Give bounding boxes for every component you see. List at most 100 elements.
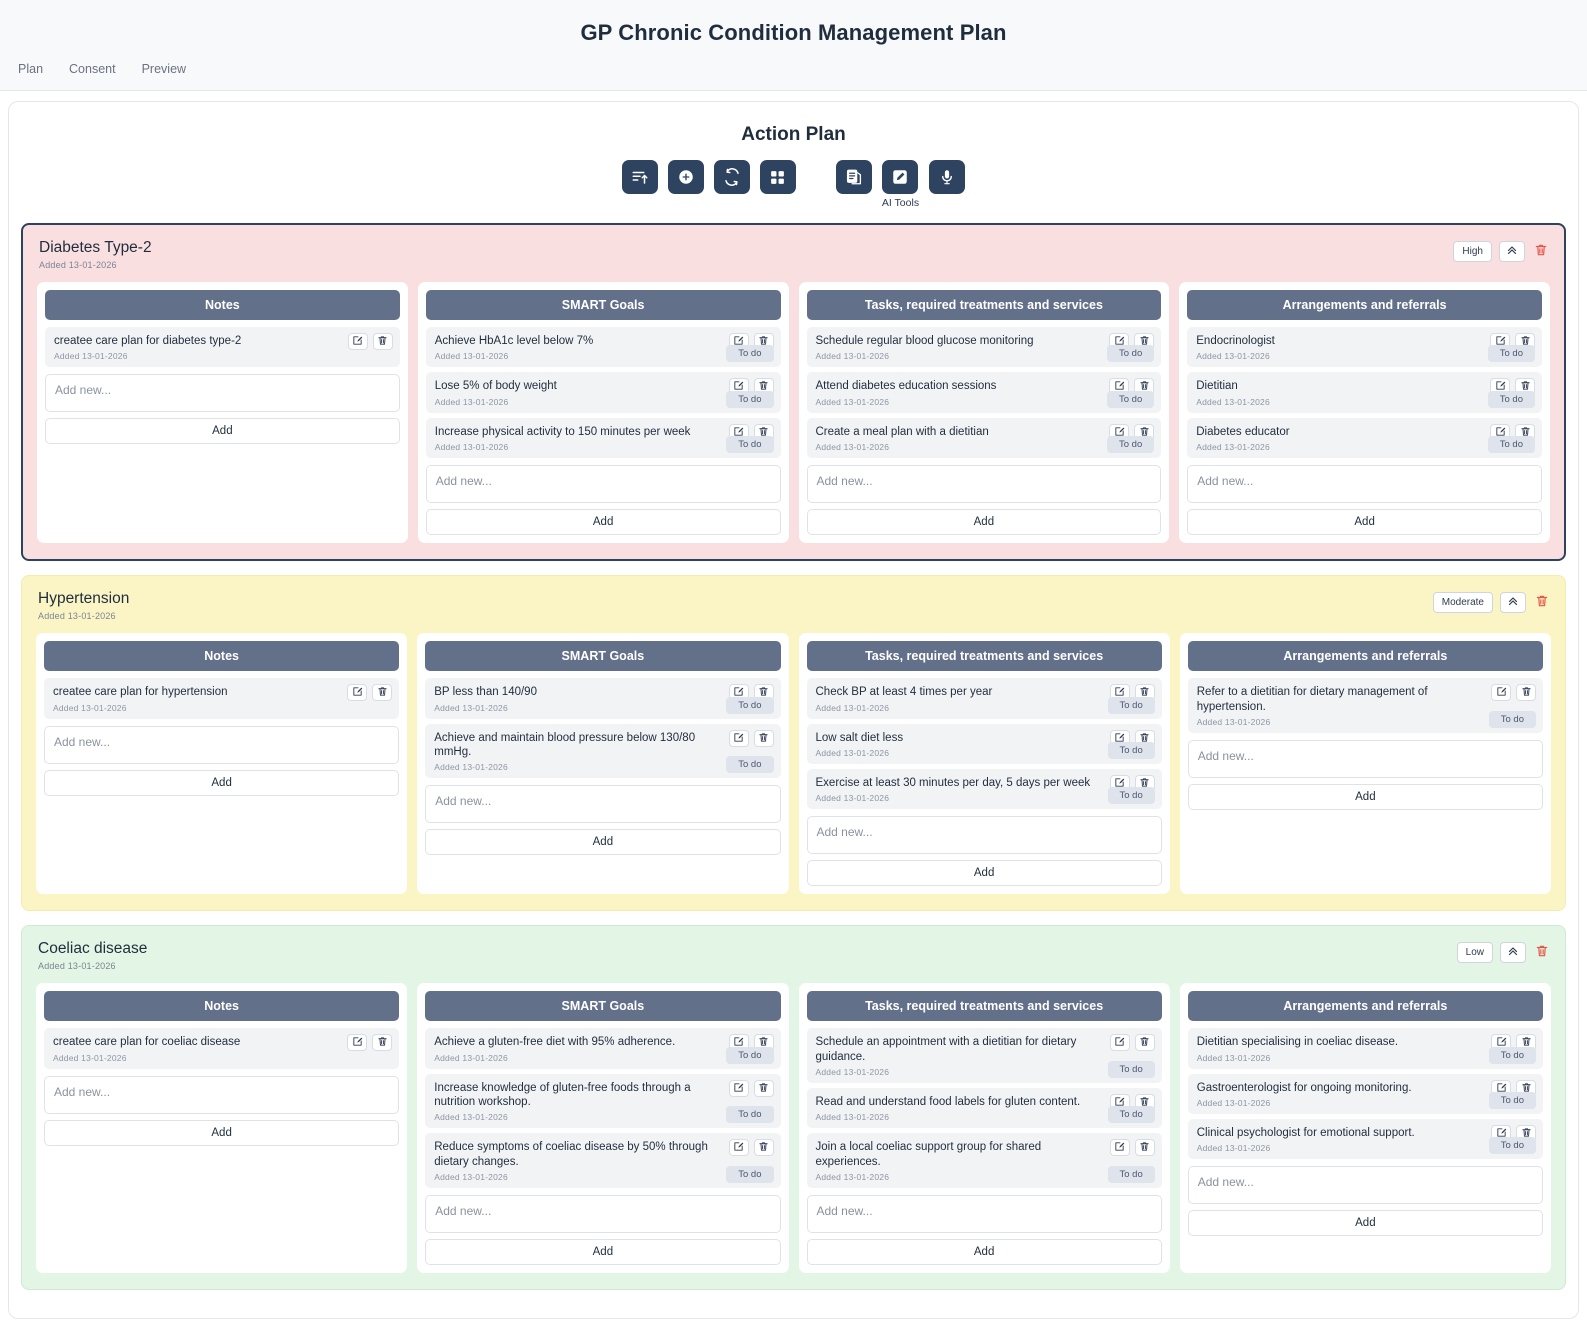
edit-item-button[interactable] — [347, 333, 368, 350]
condition-actions: Low — [1456, 938, 1551, 964]
priority-badge[interactable]: Moderate — [1432, 592, 1493, 614]
add-button[interactable]: Add — [806, 1239, 1162, 1266]
trash-icon — [377, 685, 388, 700]
delete-item-button[interactable] — [753, 729, 774, 747]
add-button[interactable]: Add — [1187, 509, 1542, 536]
add-new-input[interactable]: Add new... — [425, 465, 781, 504]
status-badge[interactable]: To do — [1107, 1061, 1155, 1078]
status-badge[interactable]: To do — [1107, 390, 1155, 408]
status-badge[interactable]: To do — [726, 1106, 774, 1124]
add-new-input[interactable]: Add new... — [806, 1195, 1162, 1234]
add-button[interactable]: Add — [425, 509, 781, 536]
trash-icon — [1520, 334, 1531, 349]
add-button[interactable]: Add — [806, 860, 1162, 887]
status-badge[interactable]: To do — [1107, 1106, 1155, 1124]
priority-badge[interactable]: Low — [1456, 942, 1493, 964]
delete-item-button[interactable] — [753, 1079, 774, 1097]
add-new-input[interactable]: Add new... — [425, 785, 781, 824]
status-badge[interactable]: To do — [1487, 436, 1535, 454]
priority-badge[interactable]: High — [1453, 241, 1492, 262]
delete-condition-button[interactable] — [1533, 594, 1551, 611]
add-button[interactable]: Add — [425, 1239, 781, 1266]
status-badge[interactable]: To do — [1487, 345, 1535, 363]
status-badge[interactable]: To do — [1107, 787, 1155, 805]
edit-item-button[interactable] — [1491, 684, 1511, 702]
conditions-list: Diabetes Type-2 Added 13-01-2026 High Notes… — [21, 223, 1566, 1291]
add-new-input[interactable]: Add new... — [806, 465, 1162, 504]
item-controls — [728, 1139, 774, 1157]
edit-item-button[interactable] — [1109, 1139, 1130, 1157]
edit-item-button[interactable] — [347, 1034, 368, 1052]
add-new-input[interactable]: Add new... — [425, 1195, 781, 1234]
add-new-input[interactable]: Add new... — [806, 816, 1162, 855]
collapse-section-button[interactable] — [1499, 241, 1525, 262]
delete-item-button[interactable] — [372, 1034, 393, 1052]
condition-section-coeliac: Coeliac disease Added 13-01-2026 Low Notes c… — [21, 925, 1566, 1291]
status-badge[interactable]: To do — [726, 1046, 774, 1064]
nav-item-plan[interactable]: Plan — [18, 62, 44, 76]
delete-item-button[interactable] — [1134, 1034, 1155, 1052]
add-button[interactable]: Add — [44, 769, 400, 796]
list-upload-button[interactable] — [621, 160, 658, 194]
add-new-input[interactable]: Add new... — [45, 374, 400, 413]
microphone-button[interactable] — [929, 160, 966, 194]
edit-item-button[interactable] — [347, 684, 368, 702]
item-added-date: Added 13-01-2026 — [815, 442, 890, 453]
add-button[interactable]: Add — [425, 829, 781, 856]
nav-item-consent[interactable]: Consent — [69, 62, 116, 76]
edit-item-button[interactable] — [1109, 1034, 1130, 1052]
status-badge[interactable]: To do — [726, 696, 774, 714]
column-tasks: Tasks, required treatments and services C… — [798, 633, 1170, 895]
edit-item-button[interactable] — [728, 729, 749, 747]
add-new-input[interactable]: Add new... — [44, 725, 400, 764]
status-badge[interactable]: To do — [1107, 741, 1155, 759]
add-button[interactable]: Add — [44, 1119, 400, 1146]
add-button[interactable]: Add — [1187, 783, 1543, 810]
status-badge[interactable]: To do — [1107, 436, 1155, 454]
status-badge[interactable]: To do — [1107, 1166, 1155, 1184]
delete-item-button[interactable] — [372, 333, 393, 350]
status-badge[interactable]: To do — [726, 390, 774, 408]
collapse-section-button[interactable] — [1500, 592, 1526, 614]
item-added-date: Added 13-01-2026 — [1196, 716, 1271, 727]
ai-tools-button[interactable] — [882, 160, 919, 194]
status-badge[interactable]: To do — [1107, 345, 1155, 363]
add-new-input[interactable]: Add new... — [1187, 739, 1543, 778]
item-text: BP less than 140/90 — [434, 686, 537, 699]
status-badge[interactable]: To do — [726, 1166, 774, 1184]
delete-item-button[interactable] — [1134, 1139, 1155, 1157]
add-new-input[interactable]: Add new... — [1187, 465, 1542, 504]
status-badge[interactable]: To do — [726, 756, 774, 774]
grid-view-button[interactable] — [759, 160, 796, 194]
status-badge[interactable]: To do — [726, 436, 774, 454]
copy-document-button[interactable] — [835, 160, 872, 194]
status-badge[interactable]: To do — [1488, 1046, 1536, 1064]
collapse-section-button[interactable] — [1500, 942, 1526, 964]
nav-item-preview[interactable]: Preview — [141, 62, 187, 76]
delete-item-button[interactable] — [1516, 684, 1536, 702]
refresh-sync-button[interactable] — [713, 160, 750, 194]
toolbar-group-ai: AI Tools — [835, 160, 966, 209]
edit-item-button[interactable] — [728, 1079, 749, 1097]
add-new-input[interactable]: Add new... — [44, 1075, 400, 1114]
toolbar-item-list-upload — [621, 160, 658, 194]
add-new-input[interactable]: Add new... — [1187, 1166, 1543, 1205]
edit-icon — [1496, 1035, 1507, 1050]
status-badge[interactable]: To do — [1487, 390, 1535, 408]
list-item: Attend diabetes education sessions Added … — [806, 372, 1162, 413]
delete-item-button[interactable] — [372, 684, 393, 702]
status-badge[interactable]: To do — [726, 345, 774, 363]
edit-item-button[interactable] — [728, 1139, 749, 1157]
status-badge[interactable]: To do — [1488, 1137, 1536, 1155]
status-badge[interactable]: To do — [1107, 696, 1155, 714]
add-button[interactable]: Add — [1187, 1210, 1543, 1237]
status-badge[interactable]: To do — [1488, 710, 1536, 728]
delete-condition-button[interactable] — [1532, 243, 1550, 260]
delete-item-button[interactable] — [753, 1139, 774, 1157]
add-button[interactable]: Add — [45, 418, 400, 445]
status-badge[interactable]: To do — [1488, 1092, 1536, 1109]
add-button[interactable]: Add — [806, 509, 1162, 536]
list-item: BP less than 140/90 Added 13-01-2026 To do — [425, 678, 781, 719]
delete-condition-button[interactable] — [1533, 944, 1551, 961]
add-condition-button[interactable] — [667, 160, 704, 194]
